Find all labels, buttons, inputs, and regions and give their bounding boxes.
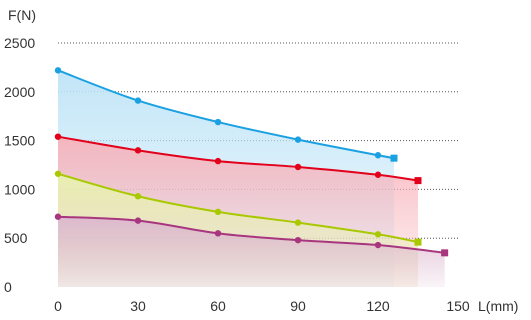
series-2-point-5 <box>414 238 422 246</box>
series-3-point-5 <box>441 249 449 257</box>
series-1-point-5 <box>414 177 422 185</box>
series-1-point-2 <box>214 157 222 165</box>
series-3-point-4 <box>374 241 382 249</box>
x-tick-label-2: 60 <box>210 298 226 314</box>
y-tick-label-2: 1000 <box>4 181 35 197</box>
series-0-point-3 <box>294 136 302 143</box>
x-tick-label-5: 150 <box>446 298 470 314</box>
tick-layer: 0 500 1000 1500 2000 2500 0 30 60 90 120 150 <box>4 35 470 314</box>
series-2-point-4 <box>374 231 382 238</box>
series-3-point-0 <box>54 213 62 220</box>
series-1-point-0 <box>54 133 62 140</box>
x-axis-title: L(mm) <box>478 298 518 314</box>
series-line-3 <box>57 215 445 254</box>
series-1-point-4 <box>374 171 382 178</box>
series-3-point-1 <box>134 217 142 224</box>
y-tick-label-5: 2500 <box>4 35 35 51</box>
x-tick-label-0: 0 <box>54 298 62 314</box>
y-axis-title: F(N) <box>8 7 36 23</box>
x-tick-label-3: 90 <box>290 298 306 314</box>
y-tick-label-4: 2000 <box>4 84 35 100</box>
x-tick-label-1: 30 <box>130 298 146 314</box>
point-layer <box>54 67 449 257</box>
x-tick-label-4: 120 <box>366 298 390 314</box>
series-0-point-2 <box>214 118 222 126</box>
series-3-point-3 <box>294 236 302 244</box>
series-2-point-1 <box>134 193 142 200</box>
series-1-point-1 <box>134 147 142 154</box>
series-2-point-0 <box>54 170 62 177</box>
series-1-point-3 <box>294 163 302 171</box>
series-0-point-5 <box>390 154 398 162</box>
series-2-point-3 <box>294 219 302 226</box>
series-0-point-0 <box>54 67 62 74</box>
y-tick-label-3: 1500 <box>4 133 35 149</box>
series-area-3 <box>58 216 445 287</box>
series-0-point-4 <box>374 152 382 159</box>
y-tick-label-1: 500 <box>4 230 28 246</box>
series-2-point-2 <box>214 208 222 216</box>
series-0-point-1 <box>134 97 142 104</box>
area-layer <box>58 70 445 287</box>
y-tick-label-0: 0 <box>4 279 12 295</box>
series-3-point-2 <box>214 230 222 237</box>
